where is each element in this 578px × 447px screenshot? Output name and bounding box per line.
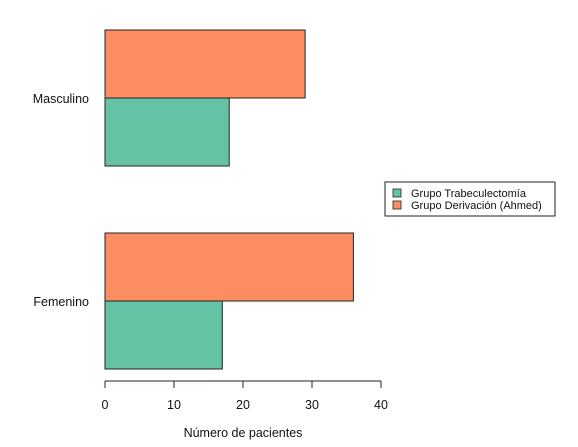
legend-entry-0: Grupo Trabeculectomía	[411, 188, 527, 200]
x-tick-label-40: 40	[374, 398, 388, 412]
legend-swatch-1	[392, 200, 402, 210]
bar-masculino-grupo-derivacion-ahmed	[104, 29, 306, 99]
bar-femenino-grupo-derivacion-ahmed	[104, 232, 354, 302]
x-tick-label-30: 30	[305, 398, 319, 412]
bars-group	[104, 29, 354, 370]
category-label-masculino: Masculino	[33, 92, 89, 106]
x-tick-label-0: 0	[102, 398, 109, 412]
x-tick-label-10: 10	[167, 398, 181, 412]
bar-masculino-grupo-trabeculectomia	[104, 97, 230, 167]
x-axis: 0 10 20 30 40	[102, 380, 388, 412]
x-axis-label: Número de pacientes	[184, 426, 303, 440]
category-label-femenino: Femenino	[33, 295, 89, 309]
x-tick-label-20: 20	[236, 398, 250, 412]
legend-swatch-0	[392, 188, 402, 198]
category-labels: Masculino Femenino	[33, 92, 89, 309]
legend-entry-1: Grupo Derivación (Ahmed)	[411, 200, 542, 212]
legend-box	[384, 181, 556, 217]
bar-femenino-grupo-trabeculectomia	[104, 300, 223, 370]
